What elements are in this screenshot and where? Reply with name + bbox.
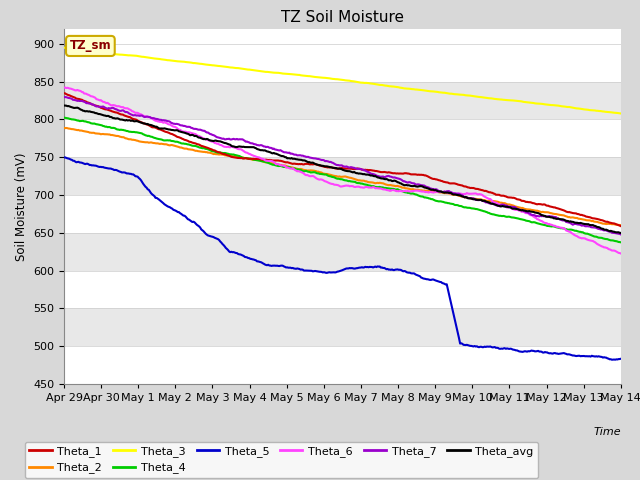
Theta_2 (362, 179, 370, 184)
Theta_1 (516, 197, 524, 203)
Theta_7 (516, 207, 524, 213)
Bar (64, 195, 621, 233)
Line: Theta_6: Theta_6 (64, 87, 621, 253)
Theta_6 (60, 84, 68, 90)
Theta_3 (604, 109, 611, 115)
Theta_2 (518, 205, 525, 211)
Title: TZ Soil Moisture: TZ Soil Moisture (281, 10, 404, 25)
Theta_5 (60, 155, 68, 160)
Theta_3 (362, 80, 369, 86)
Theta_7 (362, 168, 369, 173)
Theta_7 (328, 160, 335, 166)
Theta_3 (617, 110, 625, 116)
Theta_2 (605, 221, 612, 227)
Theta_4 (516, 216, 524, 222)
Theta_avg (60, 103, 68, 108)
Theta_avg (604, 227, 611, 233)
Theta_avg (516, 207, 524, 213)
Theta_2 (329, 173, 337, 179)
Theta_4 (324, 173, 332, 179)
Theta_5 (61, 155, 69, 160)
Theta_4 (392, 187, 399, 192)
Theta_1 (324, 165, 332, 170)
Theta_3 (516, 98, 524, 104)
Bar (64, 29, 621, 44)
Line: Theta_1: Theta_1 (64, 93, 621, 226)
Bar (64, 82, 621, 120)
Theta_1 (392, 170, 399, 176)
Theta_4 (60, 115, 68, 120)
Bar (64, 120, 621, 157)
Theta_6 (326, 180, 333, 186)
Bar (64, 309, 621, 346)
Theta_7 (392, 175, 399, 180)
Theta_5 (362, 264, 370, 270)
Theta_1 (60, 90, 68, 96)
Theta_avg (324, 164, 332, 169)
Theta_7 (60, 94, 68, 100)
Bar (64, 233, 621, 271)
Theta_6 (605, 246, 612, 252)
Line: Theta_7: Theta_7 (64, 97, 621, 234)
Bar (64, 346, 621, 384)
Line: Theta_4: Theta_4 (64, 118, 621, 242)
Bar (64, 44, 621, 82)
Theta_7 (604, 228, 611, 234)
Line: Theta_5: Theta_5 (64, 157, 621, 360)
Theta_6 (362, 184, 370, 190)
Theta_1 (617, 223, 625, 229)
Theta_7 (324, 158, 332, 164)
Bar (64, 271, 621, 309)
Line: Theta_3: Theta_3 (64, 48, 621, 113)
Theta_4 (328, 174, 335, 180)
Theta_avg (328, 165, 335, 170)
Theta_6 (617, 251, 625, 256)
Theta_4 (604, 236, 611, 242)
Theta_2 (393, 183, 401, 189)
Theta_1 (362, 167, 369, 173)
Text: TZ_sm: TZ_sm (70, 39, 111, 52)
Theta_6 (61, 84, 69, 90)
Theta_5 (326, 269, 333, 275)
Theta_5 (329, 270, 337, 276)
Theta_5 (608, 357, 616, 362)
Text: Time: Time (593, 427, 621, 437)
Theta_1 (328, 165, 335, 170)
Theta_2 (326, 172, 333, 178)
Theta_avg (362, 171, 369, 177)
Bar (64, 157, 621, 195)
Theta_6 (329, 181, 337, 187)
Theta_3 (324, 75, 332, 81)
Theta_6 (393, 188, 401, 194)
Theta_2 (62, 125, 70, 131)
Theta_1 (604, 219, 611, 225)
Theta_3 (392, 84, 399, 90)
Theta_5 (518, 349, 525, 355)
Theta_4 (617, 240, 625, 245)
Theta_6 (518, 209, 525, 215)
Line: Theta_avg: Theta_avg (64, 106, 621, 233)
Theta_5 (393, 266, 401, 272)
Theta_7 (617, 231, 625, 237)
Theta_5 (617, 356, 625, 361)
Y-axis label: Soil Moisture (mV): Soil Moisture (mV) (15, 152, 28, 261)
Theta_4 (362, 181, 369, 187)
Theta_2 (617, 222, 625, 228)
Theta_3 (328, 76, 335, 82)
Line: Theta_2: Theta_2 (64, 128, 621, 225)
Theta_5 (605, 356, 612, 361)
Legend: Theta_1, Theta_2, Theta_3, Theta_4, Theta_5, Theta_6, Theta_7, Theta_avg: Theta_1, Theta_2, Theta_3, Theta_4, Thet… (25, 442, 538, 478)
Theta_avg (617, 230, 625, 236)
Theta_2 (616, 222, 623, 228)
Theta_avg (392, 178, 399, 184)
Theta_3 (60, 45, 68, 50)
Theta_2 (60, 125, 68, 131)
